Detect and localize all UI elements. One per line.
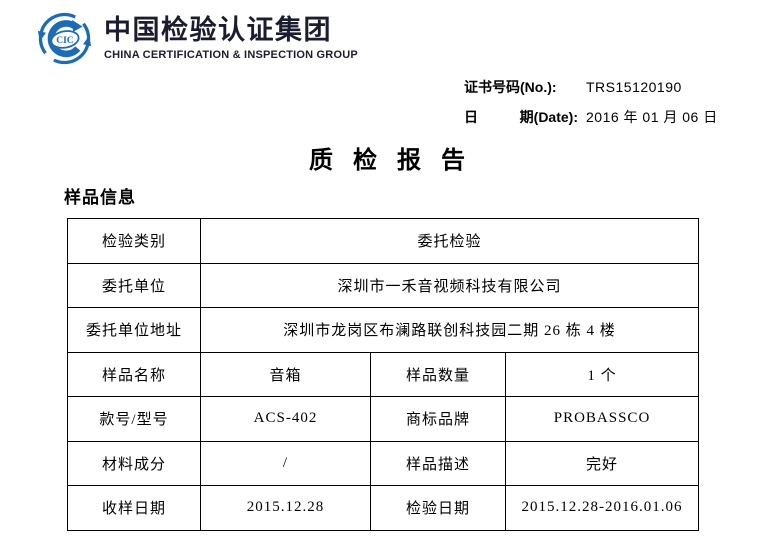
cert-no-label: 证书号码(No.): — [464, 79, 557, 95]
table-row: 材料成分 / 样品描述 完好 — [67, 440, 700, 486]
row-value: 音箱 — [200, 351, 371, 397]
table-row: 样品名称 音箱 样品数量 1 个 — [67, 351, 700, 397]
cert-no-row: 证书号码(No.): TRS15120190 — [464, 77, 718, 97]
table-row: 收样日期 2015.12.28 检验日期 2015.12.28-2016.01.… — [67, 485, 700, 531]
sample-info-table: 检验类别 委托检验 委托单位 深圳市一禾音视频科技有限公司 委托单位地址 深圳市… — [67, 218, 700, 531]
row-value: 1 个 — [504, 351, 700, 397]
row-label: 样品描述 — [370, 440, 506, 486]
report-title: 质 检 报 告 — [309, 148, 472, 174]
date-value: 2016 年 01 月 06 日 — [586, 109, 718, 125]
row-value: 深圳市龙岗区布澜路联创科技园二期 26 栋 4 楼 — [199, 307, 700, 353]
date-row: 日 期(Date): 2016 年 01 月 06 日 — [464, 107, 718, 127]
brand-text: 中国检验认证集团 CHINA CERTIFICATION & INSPECTIO… — [104, 15, 358, 61]
row-value: / — [200, 440, 371, 486]
row-value: 完好 — [504, 440, 700, 486]
table-row: 款号/型号 ACS-402 商标品牌 PROBASSCO — [67, 396, 700, 442]
row-value: 2015.12.28 — [200, 485, 371, 531]
date-label-left: 日 — [464, 109, 478, 125]
cic-logo-icon: CIC — [36, 10, 93, 67]
row-label: 委托单位 — [67, 262, 201, 308]
date-label-right: 期(Date): — [519, 109, 578, 125]
row-label: 款号/型号 — [67, 396, 201, 442]
table-row: 委托单位 深圳市一禾音视频科技有限公司 — [67, 262, 700, 308]
certificate-meta: 证书号码(No.): TRS15120190 日 期(Date): 2016 年… — [464, 77, 718, 137]
date-label: 日 期(Date): — [464, 107, 578, 127]
section-heading: 样品信息 — [64, 188, 136, 207]
row-label: 委托单位地址 — [67, 307, 201, 353]
row-value: 2015.12.28-2016.01.06 — [504, 485, 700, 531]
row-label: 材料成分 — [67, 440, 201, 486]
row-value: PROBASSCO — [504, 396, 700, 442]
brand-title-en: CHINA CERTIFICATION & INSPECTION GROUP — [104, 48, 358, 61]
brand-header: CIC 中国检验认证集团 CHINA CERTIFICATION & INSPE… — [36, 10, 358, 67]
row-label: 检验类别 — [67, 218, 201, 264]
table-row: 委托单位地址 深圳市龙岗区布澜路联创科技园二期 26 栋 4 楼 — [67, 307, 700, 353]
brand-title-cn: 中国检验认证集团 — [104, 15, 332, 46]
table-row: 检验类别 委托检验 — [67, 218, 700, 264]
row-value: 深圳市一禾音视频科技有限公司 — [199, 262, 700, 308]
row-label: 商标品牌 — [370, 396, 506, 442]
cert-no-value: TRS15120190 — [586, 79, 682, 95]
row-label: 样品名称 — [67, 351, 201, 397]
row-label: 收样日期 — [67, 485, 201, 531]
row-label: 样品数量 — [370, 351, 506, 397]
row-label: 检验日期 — [370, 485, 506, 531]
row-value: 委托检验 — [199, 218, 700, 264]
row-value: ACS-402 — [200, 396, 371, 442]
logo-monogram: CIC — [56, 36, 74, 46]
